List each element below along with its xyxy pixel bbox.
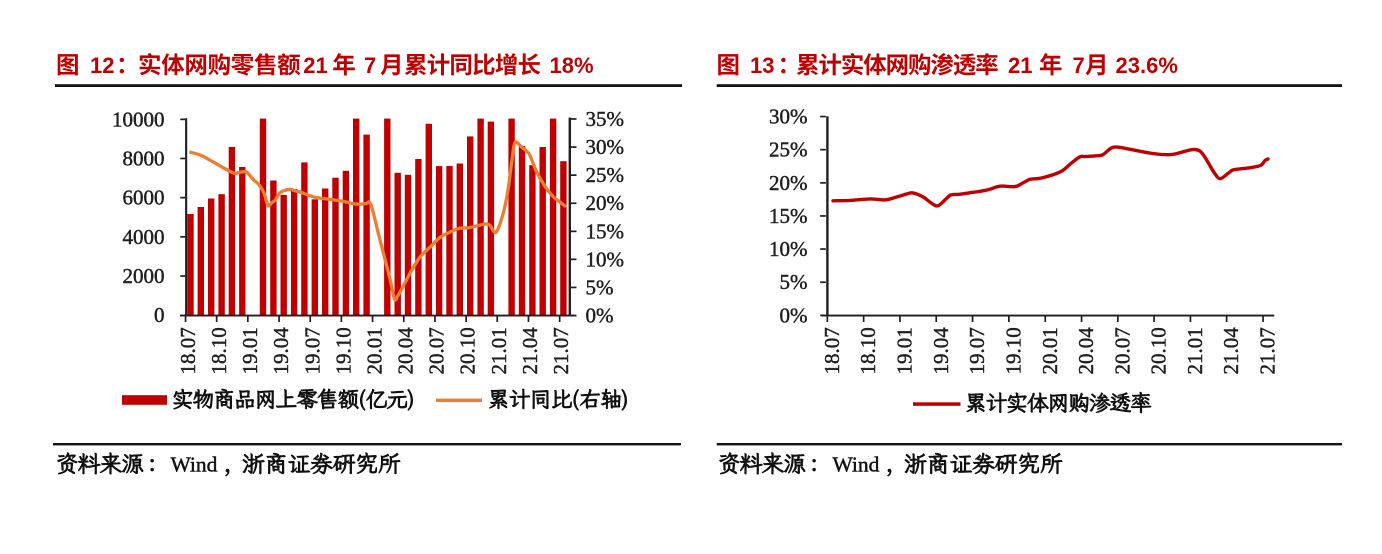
svg-text:10%: 10%: [769, 237, 808, 261]
svg-text:30%: 30%: [586, 135, 625, 159]
svg-text:21.01: 21.01: [487, 327, 511, 374]
svg-text:8000: 8000: [123, 147, 165, 171]
svg-text:30%: 30%: [769, 105, 808, 129]
svg-text:21.07: 21.07: [549, 327, 573, 374]
svg-text:15%: 15%: [586, 219, 625, 243]
svg-text:0%: 0%: [586, 304, 614, 328]
svg-text:21.04: 21.04: [518, 327, 542, 375]
svg-text:21.01: 21.01: [1183, 327, 1207, 374]
svg-text:20.10: 20.10: [456, 327, 480, 374]
svg-text:18.07: 18.07: [176, 327, 200, 374]
svg-text:15%: 15%: [769, 204, 808, 228]
svg-text:19.01: 19.01: [238, 327, 262, 374]
svg-text:4000: 4000: [123, 225, 165, 249]
svg-text:Wind: Wind: [833, 453, 880, 477]
svg-text:18.10: 18.10: [856, 327, 880, 374]
svg-text:5%: 5%: [780, 270, 808, 294]
svg-text:20.04: 20.04: [394, 327, 418, 375]
svg-text:12: 12: [90, 53, 114, 78]
svg-text:20.07: 20.07: [425, 327, 449, 374]
svg-text:19.01: 19.01: [893, 327, 917, 374]
svg-text:7: 7: [1073, 53, 1085, 78]
svg-text:21.04: 21.04: [1219, 327, 1243, 375]
svg-text:25%: 25%: [769, 138, 808, 162]
svg-text:19.07: 19.07: [965, 327, 989, 374]
svg-text:5%: 5%: [586, 276, 614, 300]
svg-text:7: 7: [364, 53, 376, 78]
svg-text:Wind: Wind: [171, 453, 218, 477]
svg-text:6000: 6000: [123, 186, 165, 210]
svg-text:10%: 10%: [586, 247, 625, 271]
svg-text:21.07: 21.07: [1256, 327, 1280, 374]
svg-text:10000: 10000: [112, 107, 165, 131]
svg-text:35%: 35%: [586, 107, 625, 131]
svg-text:20.04: 20.04: [1074, 327, 1098, 375]
svg-text:0: 0: [154, 303, 165, 327]
svg-text:19.04: 19.04: [929, 327, 953, 375]
svg-text:20%: 20%: [769, 171, 808, 195]
svg-text:19.10: 19.10: [331, 327, 355, 374]
svg-text:2000: 2000: [123, 264, 165, 288]
svg-text:20%: 20%: [586, 191, 625, 215]
svg-text:19.10: 19.10: [1001, 327, 1025, 374]
svg-text:21: 21: [303, 53, 327, 78]
svg-text:13: 13: [750, 53, 774, 78]
svg-text:19.07: 19.07: [300, 327, 324, 374]
svg-text:23.6%: 23.6%: [1116, 53, 1178, 78]
svg-text:20.01: 20.01: [1038, 327, 1062, 374]
svg-text:18%: 18%: [550, 53, 594, 78]
svg-text:21: 21: [1008, 53, 1032, 78]
svg-text:25%: 25%: [586, 163, 625, 187]
svg-text:18.07: 18.07: [820, 327, 844, 374]
svg-text:20.07: 20.07: [1110, 327, 1134, 374]
svg-text:20.01: 20.01: [363, 327, 387, 374]
svg-text:0%: 0%: [780, 303, 808, 327]
svg-text:20.10: 20.10: [1147, 327, 1171, 374]
svg-text:18.10: 18.10: [207, 327, 231, 374]
svg-text:19.04: 19.04: [269, 327, 293, 375]
